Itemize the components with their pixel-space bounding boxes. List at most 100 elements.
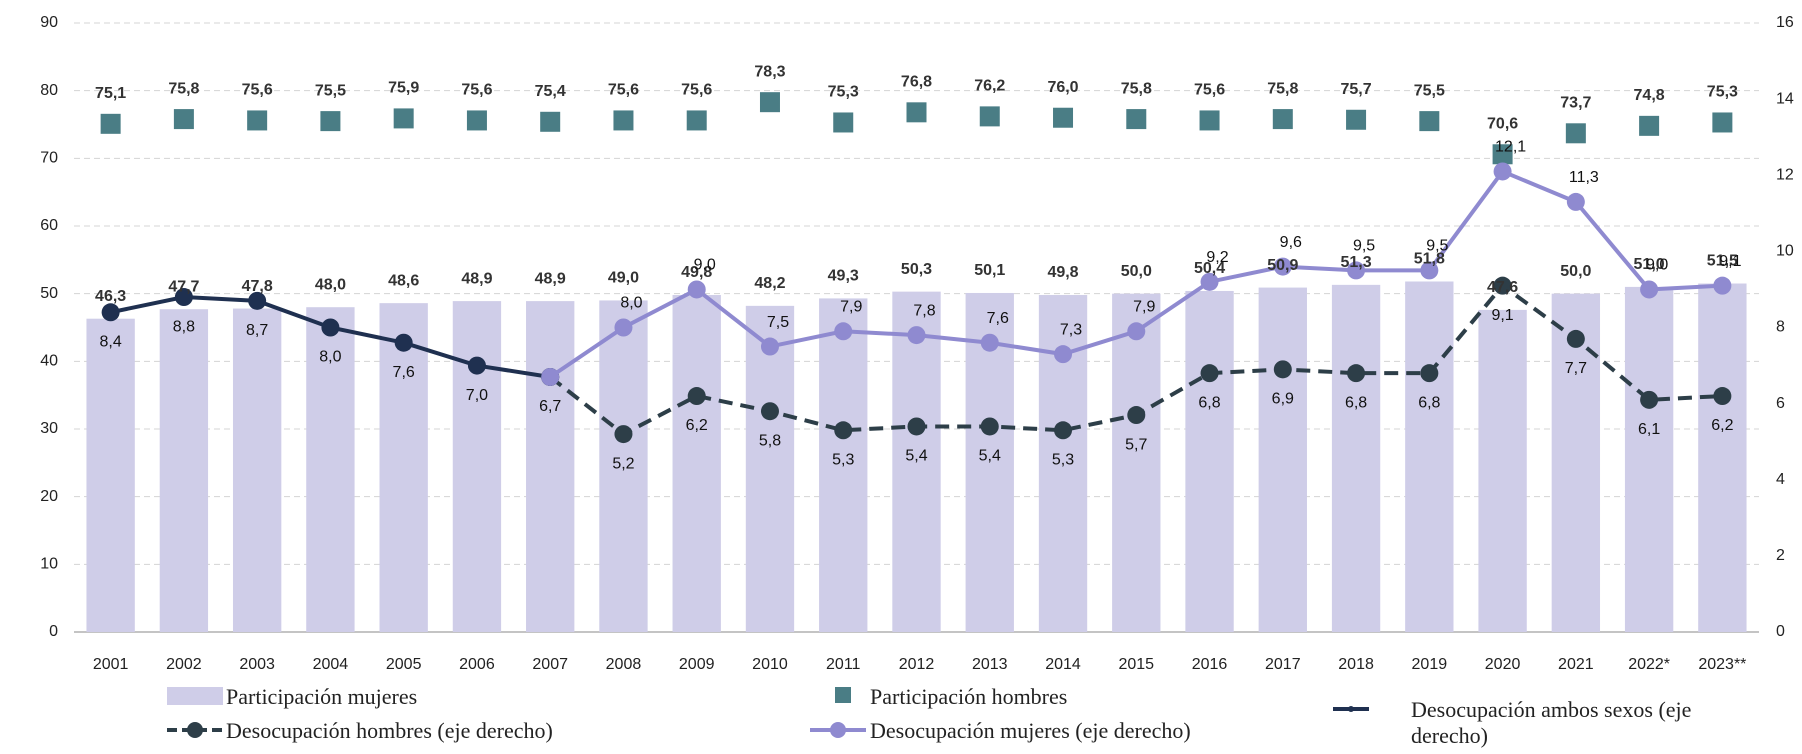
- data-label: 5,7: [1125, 436, 1147, 453]
- data-label: 47,6: [1487, 279, 1518, 296]
- x-tick-label: 2018: [1338, 656, 1374, 673]
- data-label: 6,2: [1711, 417, 1733, 434]
- square-marker: [906, 102, 927, 123]
- bar: [1258, 287, 1307, 632]
- data-label: 7,6: [393, 364, 415, 381]
- data-label: 70,6: [1487, 115, 1518, 132]
- data-label: 6,7: [539, 398, 561, 415]
- line-marker: [834, 421, 853, 440]
- data-label: 75,5: [1414, 82, 1445, 99]
- x-tick-label: 2011: [826, 656, 861, 673]
- bar: [1698, 283, 1747, 632]
- bar: [86, 318, 135, 632]
- bar: [379, 303, 428, 632]
- legend-label: Participación mujeres: [226, 684, 418, 709]
- square-marker: [466, 110, 487, 131]
- line-marker: [1054, 345, 1073, 364]
- bar: [232, 308, 282, 632]
- data-label: 5,4: [979, 448, 1001, 465]
- x-tick-label: 2013: [972, 656, 1008, 673]
- square-marker: [1419, 111, 1440, 132]
- data-label: 76,2: [974, 78, 1005, 95]
- x-tick-label: 2012: [899, 656, 935, 673]
- bar: [819, 298, 868, 632]
- data-label: 75,6: [1194, 82, 1225, 99]
- data-label: 5,4: [905, 448, 927, 465]
- data-label: 49,8: [681, 264, 712, 281]
- square-marker: [613, 110, 634, 131]
- data-label: 6,8: [1198, 394, 1220, 411]
- legend-swatch: [835, 687, 851, 703]
- square-marker: [393, 108, 414, 129]
- data-label: 46,3: [95, 288, 126, 305]
- square-marker: [1272, 109, 1293, 130]
- data-label: 12,1: [1495, 139, 1526, 156]
- data-label: 47,7: [168, 278, 199, 295]
- data-label: 49,3: [828, 268, 859, 285]
- square-marker: [686, 110, 707, 131]
- square-marker: [1346, 109, 1367, 130]
- square-marker: [1126, 109, 1147, 130]
- data-label: 48,6: [388, 272, 419, 289]
- data-label: 8,7: [246, 322, 268, 339]
- line-marker: [1640, 390, 1659, 409]
- y-tick-label: 60: [40, 217, 58, 234]
- x-tick-label: 2016: [1192, 656, 1228, 673]
- bar: [745, 305, 795, 632]
- legend-label: Participación hombres: [870, 684, 1068, 709]
- line-marker: [687, 280, 706, 299]
- line-marker: [687, 387, 706, 406]
- data-label: 9,1: [1491, 307, 1513, 324]
- line-marker: [1566, 329, 1585, 348]
- data-label: 9,0: [694, 257, 716, 274]
- line-marker: [1640, 280, 1659, 299]
- bar: [1331, 284, 1381, 632]
- line-marker: [1273, 257, 1292, 276]
- square-marker: [100, 113, 121, 134]
- data-label: 7,0: [466, 387, 488, 404]
- line-marker: [1420, 364, 1439, 383]
- data-label: 8,0: [620, 295, 642, 312]
- data-label: 8,4: [100, 333, 122, 350]
- line-marker: [1493, 276, 1512, 295]
- square-marker: [247, 110, 268, 131]
- line-marker: [1347, 364, 1366, 383]
- data-label: 50,9: [1267, 257, 1298, 274]
- data-label: 48,2: [754, 275, 785, 292]
- line-marker: [1200, 272, 1219, 291]
- line-marker: [834, 322, 853, 341]
- x-tick-label: 2009: [679, 656, 715, 673]
- data-label: 6,2: [686, 417, 708, 434]
- line-marker: [394, 333, 413, 352]
- bar: [1478, 309, 1527, 632]
- x-tick-label: 2008: [606, 656, 642, 673]
- data-label: 9,6: [1280, 234, 1302, 251]
- data-label: 9,1: [1719, 253, 1741, 270]
- line-marker: [1347, 261, 1366, 280]
- line-marker: [907, 326, 926, 345]
- line-marker: [1713, 276, 1732, 295]
- data-label: 9,5: [1353, 238, 1375, 255]
- data-label: 49,8: [1047, 264, 1078, 281]
- data-label: 7,9: [840, 299, 862, 316]
- y2-tick-label: 14: [1776, 90, 1794, 107]
- data-label: 7,6: [987, 310, 1009, 327]
- bar: [1624, 286, 1674, 632]
- data-label: 5,2: [612, 455, 634, 472]
- line-marker: [541, 367, 560, 386]
- line-marker: [1273, 360, 1292, 379]
- data-label: 76,8: [901, 74, 932, 91]
- bar: [892, 291, 941, 632]
- data-label: 9,0: [1646, 257, 1668, 274]
- data-label: 7,8: [913, 302, 935, 319]
- data-label: 7,7: [1565, 360, 1587, 377]
- square-marker: [759, 92, 780, 113]
- y-tick-label: 50: [40, 285, 58, 302]
- x-tick-label: 2007: [532, 656, 568, 673]
- y2-tick-label: 10: [1776, 243, 1794, 260]
- data-label: 75,5: [315, 82, 346, 99]
- x-tick-label: 2010: [752, 656, 788, 673]
- data-label: 5,8: [759, 432, 781, 449]
- y-tick-label: 20: [40, 488, 58, 505]
